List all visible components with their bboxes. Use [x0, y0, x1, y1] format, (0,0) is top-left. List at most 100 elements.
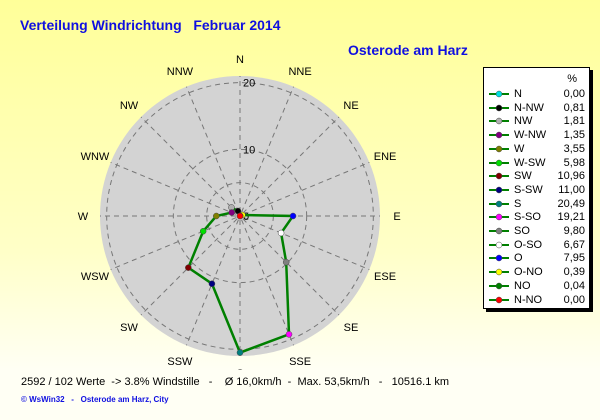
legend-marker-icon — [489, 255, 509, 262]
chart-title: Verteilung Windrichtung Februar 2014 — [20, 17, 281, 33]
grid-spoke — [140, 116, 238, 214]
legend-item: NO 0,04 — [484, 279, 589, 294]
legend-marker-icon — [489, 131, 509, 139]
grid-spoke — [185, 86, 239, 213]
legend: % N 0,00 N-NW 0,81 NW 1,81 W-NW 1,35 W 3,55 W-SW 5,… — [483, 67, 590, 309]
direction-label: E — [393, 211, 400, 223]
legend-label: O-SO — [514, 238, 543, 251]
statistics-footer: 2592 / 102 Werte -> 3.8% Windstille - Ø … — [21, 376, 450, 388]
legend-marker-icon — [489, 159, 509, 166]
legend-item: SO 9,80 — [484, 224, 589, 239]
credit-line: © WsWin32 - Osterode am Harz, City — [21, 395, 169, 404]
legend-label: SW — [514, 170, 532, 183]
legend-value: 1,35 — [563, 129, 585, 142]
direction-label: ENE — [374, 151, 397, 163]
legend-marker-icon — [489, 118, 509, 125]
direction-label: ESE — [374, 271, 396, 283]
direction-label: S — [236, 368, 243, 370]
grid-spoke — [242, 116, 340, 214]
legend-marker-icon — [489, 296, 509, 303]
legend-value: 0,39 — [563, 266, 585, 279]
ring-tick-label: 10 — [243, 144, 255, 156]
legend-item: N 0,00 — [484, 87, 589, 102]
data-point-o-so — [277, 229, 285, 237]
legend-label: N-NO — [514, 293, 543, 306]
legend-item: S-SW 11,00 — [484, 183, 589, 198]
data-point-s-so — [285, 331, 293, 338]
legend-value: 0,00 — [563, 88, 585, 100]
legend-marker-icon — [489, 282, 509, 290]
legend-value: 20,49 — [557, 197, 585, 210]
legend-value: 3,55 — [563, 142, 585, 155]
legend-value: 11,00 — [558, 183, 585, 196]
direction-label: WNW — [81, 151, 110, 163]
grid-spoke — [241, 219, 295, 346]
grid-spoke — [110, 161, 237, 215]
wind-rose: N NNE NE ENE E ESE SE SSE S SSW SW WSW W WNW NW NNW 0 10 2… — [78, 54, 401, 370]
grid-spoke — [242, 218, 340, 316]
data-point-w — [213, 212, 220, 220]
direction-label: SE — [344, 322, 359, 334]
grid-ring — [172, 148, 308, 284]
legend-marker-icon — [489, 200, 509, 207]
legend-item: W-SW 5,98 — [484, 156, 589, 171]
data-point-so — [282, 258, 290, 266]
ring-tick-label: 0 — [243, 211, 249, 223]
legend-item: SW 10,96 — [484, 169, 589, 184]
legend-value: 0,81 — [563, 101, 585, 114]
grid-spoke — [243, 161, 370, 215]
legend-marker-icon — [489, 241, 509, 248]
legend-label: W-SW — [514, 156, 546, 169]
ring-tick-label: 20 — [243, 78, 255, 90]
legend-marker-icon — [489, 145, 509, 153]
location-subtitle: Osterode am Harz — [348, 42, 468, 58]
legend-marker-icon — [489, 227, 509, 235]
legend-label: O-NO — [514, 266, 543, 279]
legend-value: 5,98 — [563, 156, 585, 169]
legend-marker-icon — [489, 172, 509, 180]
direction-label: W — [78, 211, 89, 223]
data-point-w-nw — [228, 209, 235, 216]
grid-spoke — [243, 217, 370, 271]
legend-item: O-SO 6,67 — [484, 238, 589, 253]
grid-spoke — [110, 217, 237, 271]
legend-value: 9,80 — [563, 225, 585, 237]
legend-item: W-NW 1,35 — [484, 128, 589, 143]
legend-value: 6,67 — [563, 238, 585, 251]
grid-spoke — [241, 86, 295, 213]
legend-item: W 3,55 — [484, 142, 589, 157]
direction-label: NE — [343, 100, 358, 112]
legend-label: O — [514, 252, 523, 265]
legend-marker-icon — [489, 90, 509, 98]
direction-label: SSW — [167, 356, 193, 368]
legend-item: S 20,49 — [484, 197, 589, 212]
legend-item: NW 1,81 — [484, 114, 589, 129]
data-point-w-sw — [199, 228, 207, 235]
legend-value: 0,00 — [563, 293, 585, 306]
legend-label: NW — [514, 115, 533, 128]
data-point-s-sw — [208, 280, 216, 288]
legend-label: N-NW — [514, 101, 544, 114]
legend-item: N-NO 0,00 — [484, 293, 589, 308]
legend-label: W — [514, 142, 525, 155]
direction-label: SSE — [289, 356, 311, 368]
direction-label: WSW — [81, 271, 110, 283]
legend-value: 7,95 — [563, 252, 585, 265]
legend-item: N-NW 0,81 — [484, 101, 589, 116]
direction-label: NNE — [288, 66, 311, 78]
legend-header: % — [567, 73, 577, 85]
legend-marker-icon — [489, 186, 509, 194]
legend-marker-icon — [489, 104, 509, 111]
data-point-s — [236, 349, 244, 356]
legend-label: S — [514, 197, 522, 210]
legend-value: 19,21 — [557, 211, 585, 224]
legend-value: 1,81 — [563, 115, 585, 128]
direction-label: NW — [120, 100, 139, 112]
direction-label: SW — [120, 322, 138, 334]
legend-value: 10,96 — [557, 170, 585, 183]
direction-label: NNW — [167, 66, 194, 78]
legend-value: 0,04 — [563, 279, 585, 292]
data-point-sw — [185, 264, 192, 271]
legend-item: O-NO 0,39 — [484, 265, 589, 280]
